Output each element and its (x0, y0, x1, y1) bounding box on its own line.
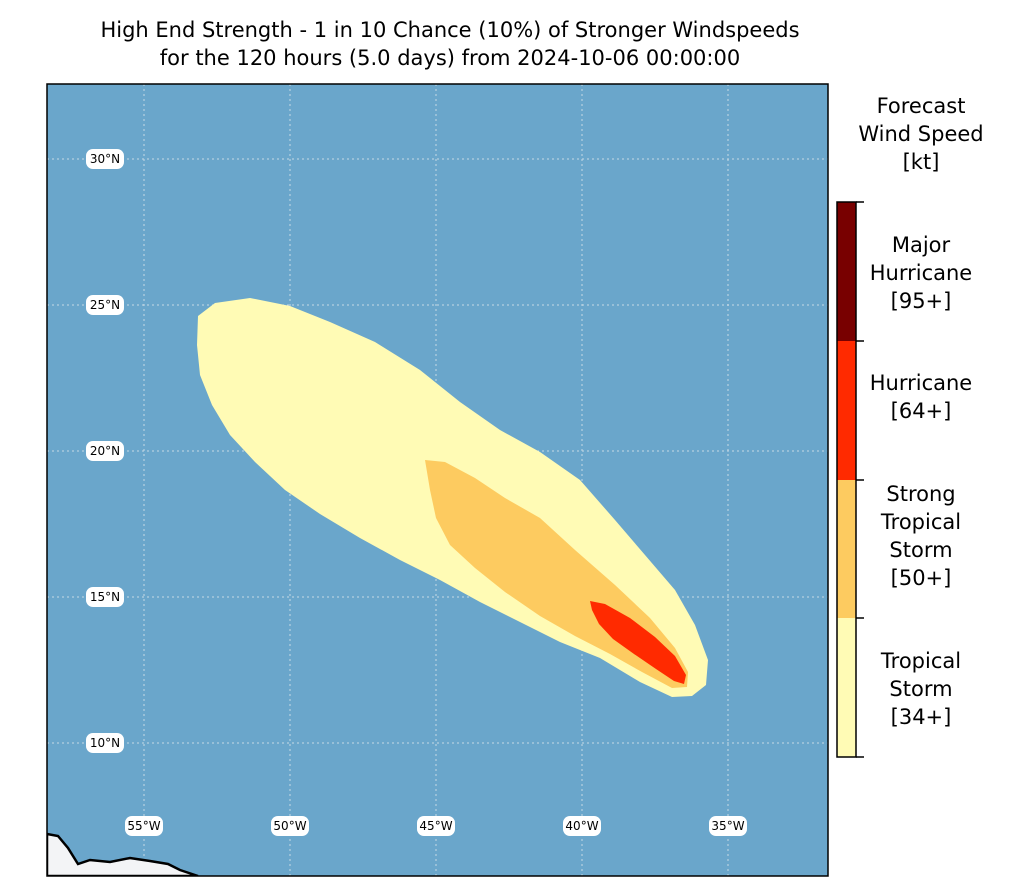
svg-text:45°W: 45°W (419, 819, 452, 833)
legend-label-tropical-storm: Tropical Storm [34+] (880, 649, 962, 729)
svg-text:55°W: 55°W (127, 819, 160, 833)
colorbar-segment-strong-tropical-storm (837, 480, 856, 619)
lat-label-15n: 15°N (86, 587, 124, 607)
map-frame (46, 83, 829, 877)
lon-label-40w: 40°W (563, 816, 601, 836)
svg-text:20°N: 20°N (90, 444, 120, 458)
legend-title-line-2: Wind Speed (858, 122, 984, 146)
colorbar (836, 201, 864, 758)
legend-label-hurricane: Hurricane [64+] (869, 371, 973, 423)
svg-text:10°N: 10°N (90, 736, 120, 750)
lon-label-50w: 50°W (271, 816, 309, 836)
svg-text:15°N: 15°N (90, 590, 120, 604)
legend-label-major-hurricane: Major Hurricane [95+] (869, 233, 973, 313)
longitude-labels: 55°W 50°W 45°W 40°W 35°W (125, 816, 747, 836)
hurricane-swath (590, 601, 686, 684)
legend-title-line-3: [kt] (902, 150, 940, 174)
colorbar-segment-major-hurricane (837, 202, 856, 341)
svg-text:40°W: 40°W (565, 819, 598, 833)
legend-label-strong-tropical-storm: Strong Tropical Storm [50+] (880, 482, 962, 590)
lon-label-35w: 35°W (709, 816, 747, 836)
latitude-labels: 30°N 25°N 20°N 15°N 10°N (86, 149, 124, 753)
lon-label-55w: 55°W (125, 816, 163, 836)
lat-label-25n: 25°N (86, 295, 124, 315)
svg-text:25°N: 25°N (90, 298, 120, 312)
land-south-america (47, 832, 199, 876)
svg-text:35°W: 35°W (711, 819, 744, 833)
legend-title: Forecast Wind Speed [kt] (830, 92, 1012, 176)
lon-label-45w: 45°W (417, 816, 455, 836)
svg-text:30°N: 30°N (90, 152, 120, 166)
legend-title-line-1: Forecast (876, 94, 966, 118)
title-line-1: High End Strength - 1 in 10 Chance (10%)… (100, 18, 800, 42)
title-line-2: for the 120 hours (5.0 days) from 2024-1… (159, 46, 741, 70)
svg-text:50°W: 50°W (273, 819, 306, 833)
lat-label-30n: 30°N (86, 149, 124, 169)
chart-title: High End Strength - 1 in 10 Chance (10%)… (0, 16, 900, 72)
lat-label-10n: 10°N (86, 733, 124, 753)
colorbar-segment-hurricane (837, 341, 856, 480)
colorbar-segment-tropical-storm (837, 618, 856, 757)
lat-label-20n: 20°N (86, 441, 124, 461)
